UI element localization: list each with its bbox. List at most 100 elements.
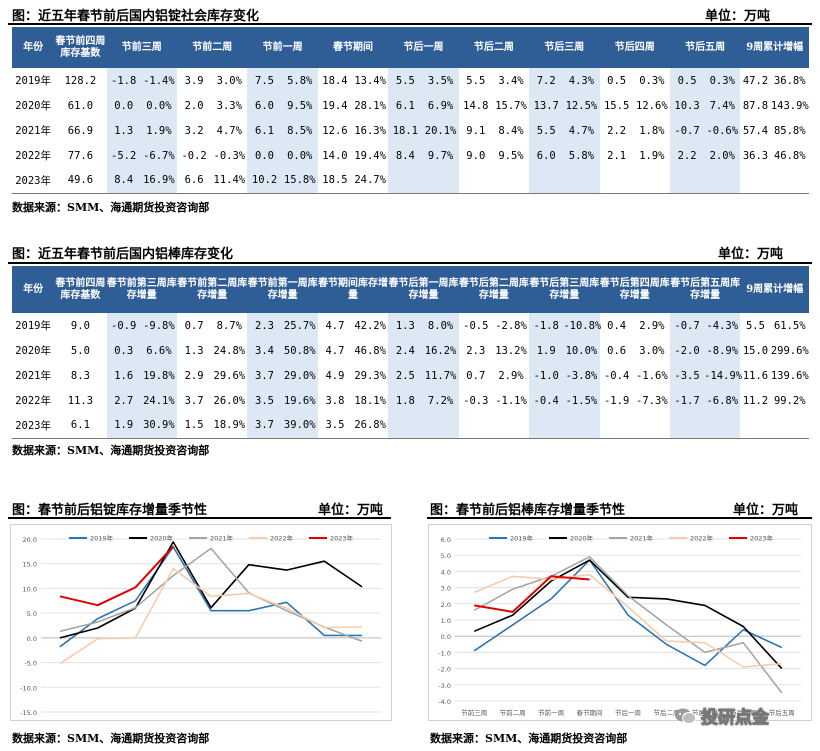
increment-cell [388, 413, 423, 439]
x-tick-label: 节后一周 [615, 708, 641, 717]
pct-cell [770, 413, 809, 439]
x-tick-label: 节后二周 [236, 719, 262, 720]
base-cell: 6.1 [54, 413, 107, 439]
pct-cell: 1.9% [639, 149, 665, 162]
pct-cell: 13.4% [354, 74, 386, 87]
pct-cell: 11.7% [422, 363, 459, 388]
year-cell: 2020年 [15, 345, 52, 357]
t2-header-row: 年份 春节前四周库存基数 春节前第三周库存增量 春节前第二周库存增量 春节前第一周库存增… [12, 266, 809, 313]
year-cell: 2023年 [12, 413, 55, 439]
increment-cell: 5.5 [388, 68, 423, 93]
increment-cell: 6.0 [529, 143, 564, 168]
pct-cell: 19.8% [140, 363, 177, 388]
pct-cell: 99.2% [773, 394, 806, 407]
pct-cell [422, 168, 459, 194]
x-tick-label: 春节期间 [577, 708, 603, 717]
pct-cell: 46.8% [773, 149, 806, 162]
increment-cell: -3.5 [669, 363, 705, 388]
base-cell: 9.0 [70, 319, 90, 332]
pct-cell: 19.6% [281, 388, 318, 413]
increment-cell: 1.9 [529, 338, 564, 363]
y-tick-label: -1.0 [438, 649, 451, 657]
year-cell: 2019年 [15, 320, 52, 332]
increment-cell: 3.5 [317, 413, 353, 439]
chart-right-title: 图：春节前后铝棒库存增量季节性 [430, 503, 626, 518]
t2-header-cell: 春节后第四周库存增量 [599, 266, 670, 313]
pct-cell: 2.9% [639, 319, 665, 332]
pct-cell: 15.7% [495, 99, 527, 112]
t1-header-cell: 节前二周 [177, 27, 248, 68]
increment-cell: 2.3 [247, 313, 282, 338]
increment-cell: 13.7 [529, 93, 564, 118]
pct-cell: -6.8% [704, 388, 741, 413]
pct-cell: 24.7% [352, 168, 389, 194]
x-tick-label: 节后一周 [198, 719, 224, 720]
t2-header-cell: 春节前四周库存基数 [54, 266, 107, 313]
increment-cell: 6.1 [247, 118, 282, 143]
pct-cell: 18.9% [211, 413, 248, 439]
table1-unit: 单位：万吨 [705, 9, 771, 24]
increment-cell: 18.4 [322, 74, 348, 87]
pct-cell: 42.2% [354, 319, 386, 332]
t1-header-cell: 节后五周 [669, 27, 741, 68]
increment-cell: 3.8 [325, 394, 345, 407]
increment-cell: -1.9 [603, 394, 630, 407]
increment-cell [529, 168, 564, 194]
pct-cell [704, 413, 741, 439]
pct-cell: 39.0% [281, 413, 318, 439]
increment-cell: -0.4 [529, 388, 564, 413]
legend-label: 2020年 [150, 534, 174, 543]
table-row: 2022年 11.3 2.7 24.1% 3.7 26.0% 3.5 19.6% 3.8 18.1… [12, 388, 809, 413]
watermark-text: 投研点金 [701, 708, 770, 729]
increment-cell: 14.0 [322, 149, 348, 162]
increment-cell: 2.4 [388, 338, 423, 363]
pct-cell: 13.2% [495, 344, 527, 357]
increment-cell: -2.0 [669, 338, 705, 363]
t2-header-cell: 年份 [12, 266, 55, 313]
x-tick-label: 节后二周 [653, 708, 679, 717]
increment-cell: 18.5 [317, 168, 353, 194]
pct-cell: 12.6% [636, 99, 668, 112]
y-tick-label: 1.0 [441, 617, 451, 625]
series-line-2020年 [59, 541, 363, 639]
increment-cell: -0.2 [181, 149, 207, 162]
increment-cell: 7.5 [247, 68, 282, 93]
increment-cell: 5.5 [466, 74, 486, 87]
increment-cell: 2.0 [184, 99, 204, 112]
y-tick-label: -3.0 [438, 682, 451, 690]
pct-cell: -14.9% [704, 363, 742, 388]
pct-cell [563, 413, 600, 439]
table2-unit: 单位：万吨 [718, 247, 784, 262]
pct-cell: 8.7% [216, 319, 242, 332]
increment-cell: 10.3 [669, 93, 705, 118]
increment-cell [458, 168, 493, 194]
x-tick-label: 节前三周 [461, 708, 487, 717]
pct-cell [422, 413, 459, 439]
pct-cell: -2.8% [495, 319, 527, 332]
pct-cell: 29.0% [281, 363, 318, 388]
increment-cell: 11.2 [742, 394, 769, 407]
increment-cell: -1.0 [529, 363, 564, 388]
pct-cell: 3.0% [216, 74, 242, 87]
pct-cell: 26.0% [213, 394, 246, 407]
legend-label: 2022年 [270, 534, 294, 543]
pct-cell: 4.7% [216, 124, 242, 137]
increment-cell: 12.6 [322, 124, 348, 137]
base-cell: 11.3 [67, 394, 94, 407]
increment-cell: 1.6 [106, 363, 141, 388]
increment-cell: 2.1 [607, 149, 627, 162]
y-tick-label: 20.0 [23, 536, 37, 544]
t2-header-cell: 9周累计增幅 [740, 266, 809, 313]
pct-cell: 143.9% [770, 99, 809, 112]
pct-cell: -9.8% [140, 313, 177, 338]
pct-cell: 19.4% [354, 149, 386, 162]
pct-cell [492, 413, 530, 439]
table-row: 2023年 49.6 8.4 16.9% 6.6 11.4% 10.2 15.8% 18.5 24… [12, 168, 809, 194]
increment-cell: 1.3 [106, 118, 141, 143]
increment-cell: 15.5 [603, 99, 630, 112]
chart-left-svg: 20.0 15.0 10.0 5.0 0.0 -5.0 -10.0 -15.0 节前三周 节前二周… [20, 534, 381, 728]
increment-cell: 1.5 [177, 413, 212, 439]
pct-cell: -1.5% [563, 388, 600, 413]
increment-cell: 6.1 [388, 93, 423, 118]
t2-header-cell: 春节前第一周库存增量 [247, 266, 318, 313]
